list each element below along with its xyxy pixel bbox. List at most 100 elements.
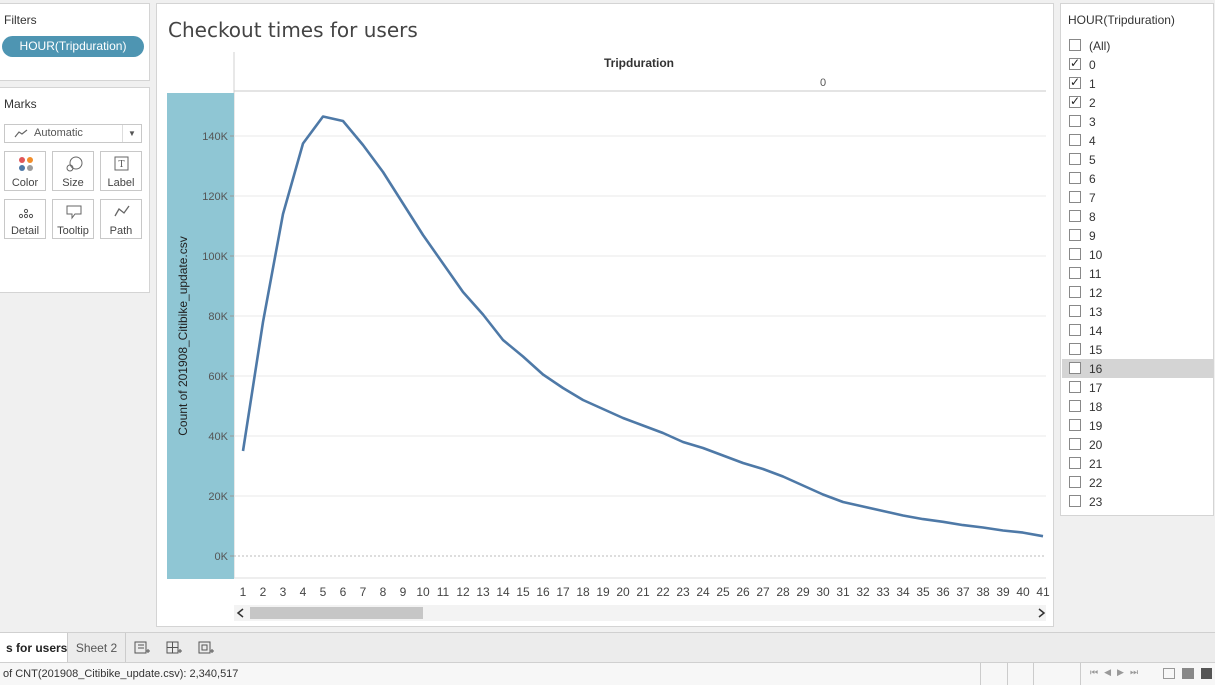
- filter-option-label: 17: [1089, 381, 1103, 395]
- filter-option[interactable]: 9: [1062, 226, 1214, 245]
- checkbox[interactable]: [1069, 457, 1081, 469]
- mark-type-label: Automatic: [34, 127, 83, 139]
- filter-option-label: 13: [1089, 305, 1103, 319]
- checkbox[interactable]: [1069, 419, 1081, 431]
- status-summary: of CNT(201908_Citibike_update.csv): 2,34…: [3, 668, 239, 680]
- new-worksheet-icon[interactable]: [134, 640, 150, 656]
- checkbox[interactable]: [1069, 343, 1081, 355]
- checkbox[interactable]: [1069, 115, 1081, 127]
- checkbox[interactable]: [1069, 210, 1081, 222]
- size-icon: [66, 156, 83, 172]
- color-label: Color: [11, 177, 39, 189]
- size-button[interactable]: Size: [52, 151, 94, 191]
- filter-option[interactable]: 15: [1062, 340, 1214, 359]
- x-tick-label: 39: [996, 585, 1010, 599]
- filter-option[interactable]: 4: [1062, 131, 1214, 150]
- scroll-right-icon[interactable]: [1038, 608, 1046, 618]
- filter-option[interactable]: 19: [1062, 416, 1214, 435]
- filter-option[interactable]: 17: [1062, 378, 1214, 397]
- filter-option-label: 0: [1089, 58, 1096, 72]
- checkbox[interactable]: [1069, 134, 1081, 146]
- tab-sheet-2[interactable]: Sheet 2: [68, 633, 126, 663]
- line-mark-icon: [14, 129, 28, 138]
- x-tick-label: 18: [576, 585, 590, 599]
- checkbox[interactable]: [1069, 172, 1081, 184]
- filter-option[interactable]: 1: [1062, 74, 1214, 93]
- checkbox[interactable]: [1069, 438, 1081, 450]
- film-strip-view-icon[interactable]: [1163, 668, 1175, 679]
- checkbox[interactable]: [1069, 248, 1081, 260]
- checkbox[interactable]: [1069, 362, 1081, 374]
- new-dashboard-icon[interactable]: [166, 640, 182, 656]
- x-tick-label: 34: [896, 585, 910, 599]
- new-story-icon[interactable]: [198, 640, 214, 656]
- tab-view-icon[interactable]: [1182, 668, 1194, 679]
- checkbox[interactable]: [1069, 476, 1081, 488]
- filter-option[interactable]: 21: [1062, 454, 1214, 473]
- checkbox[interactable]: [1069, 324, 1081, 336]
- detail-button[interactable]: Detail: [4, 199, 46, 239]
- checkbox[interactable]: [1069, 267, 1081, 279]
- x-tick-label: 25: [716, 585, 730, 599]
- filter-option-label: 11: [1089, 267, 1102, 281]
- filter-pill-hour-tripduration[interactable]: HOUR(Tripduration): [2, 36, 144, 57]
- sheet-navigation-arrows-icon[interactable]: ⏮◀▶⏭: [1090, 667, 1145, 677]
- filter-option[interactable]: 18: [1062, 397, 1214, 416]
- color-button[interactable]: Color: [4, 151, 46, 191]
- path-icon: [114, 205, 130, 217]
- column-header-label: Tripduration: [604, 56, 674, 70]
- filter-option[interactable]: 3: [1062, 112, 1214, 131]
- checkbox[interactable]: [1069, 75, 1081, 89]
- filter-card-title: HOUR(Tripduration): [1068, 13, 1175, 27]
- filter-option[interactable]: 10: [1062, 245, 1214, 264]
- x-tick-label: 36: [936, 585, 950, 599]
- filter-option[interactable]: 16: [1062, 359, 1214, 378]
- x-tick-label: 38: [976, 585, 990, 599]
- filter-option[interactable]: 7: [1062, 188, 1214, 207]
- filter-option[interactable]: 23: [1062, 492, 1214, 511]
- tab-checkout-times[interactable]: s for users: [0, 633, 68, 663]
- label-button[interactable]: T Label: [100, 151, 142, 191]
- scrollbar-thumb[interactable]: [250, 607, 423, 619]
- checkbox[interactable]: [1069, 56, 1081, 70]
- filter-option[interactable]: 0: [1062, 55, 1214, 74]
- filter-option[interactable]: 20: [1062, 435, 1214, 454]
- filter-option[interactable]: 6: [1062, 169, 1214, 188]
- x-tick-label: 6: [340, 585, 347, 599]
- checkbox[interactable]: [1069, 153, 1081, 165]
- filter-option-label: 23: [1089, 495, 1103, 509]
- filter-option[interactable]: 2: [1062, 93, 1214, 112]
- filter-option[interactable]: 8: [1062, 207, 1214, 226]
- filter-option[interactable]: 11: [1062, 264, 1214, 283]
- filter-option[interactable]: 22: [1062, 473, 1214, 492]
- checkbox[interactable]: [1069, 495, 1081, 507]
- series-line[interactable]: [241, 115, 1044, 538]
- filter-option-label: 15: [1089, 343, 1103, 357]
- checkbox[interactable]: [1069, 191, 1081, 203]
- checkbox[interactable]: [1069, 286, 1081, 298]
- filter-option[interactable]: 14: [1062, 321, 1214, 340]
- tooltip-button[interactable]: Tooltip: [52, 199, 94, 239]
- checkbox[interactable]: [1069, 39, 1081, 51]
- column-header-value: 0: [820, 77, 826, 89]
- checkbox[interactable]: [1069, 94, 1081, 108]
- checkbox[interactable]: [1069, 229, 1081, 241]
- scroll-left-icon[interactable]: [236, 608, 244, 618]
- x-tick-label: 22: [656, 585, 670, 599]
- x-tick-label: 30: [816, 585, 830, 599]
- checkbox[interactable]: [1069, 305, 1081, 317]
- filter-option-label: 3: [1089, 115, 1096, 129]
- filter-option[interactable]: (All): [1062, 36, 1214, 55]
- filters-shelf: Filters HOUR(Tripduration): [0, 3, 150, 81]
- x-tick-label: 20: [616, 585, 630, 599]
- filter-option-label: 1: [1089, 77, 1096, 91]
- checkbox[interactable]: [1069, 381, 1081, 393]
- filter-option[interactable]: 13: [1062, 302, 1214, 321]
- filter-option[interactable]: 5: [1062, 150, 1214, 169]
- mark-type-dropdown[interactable]: Automatic ▼: [4, 124, 142, 143]
- horizontal-scrollbar[interactable]: [234, 605, 1046, 621]
- checkbox[interactable]: [1069, 400, 1081, 412]
- path-button[interactable]: Path: [100, 199, 142, 239]
- filter-option[interactable]: 12: [1062, 283, 1214, 302]
- grid-view-icon[interactable]: [1201, 668, 1212, 679]
